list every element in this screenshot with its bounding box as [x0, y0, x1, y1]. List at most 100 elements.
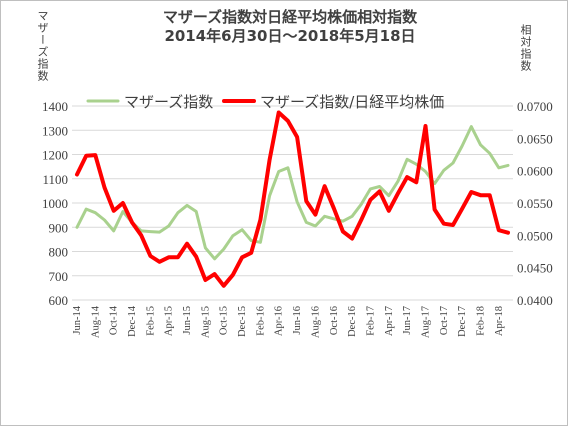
data-point-mothers-index [397, 180, 399, 182]
data-point-relative-index [113, 210, 115, 212]
data-point-relative-index [140, 234, 142, 236]
data-point-mothers-index [333, 218, 335, 220]
data-point-mothers-index [168, 225, 170, 227]
data-point-mothers-index [278, 170, 280, 172]
y-tick-label-right: 0.0700 [517, 99, 553, 114]
data-point-relative-index [122, 202, 124, 204]
x-tick-label: Jun-17 [402, 306, 413, 335]
y-axis-label-right: 相対指数 [519, 24, 532, 72]
data-point-mothers-index [232, 235, 234, 237]
data-point-relative-index [489, 194, 491, 196]
x-tick-label: Aug-14 [90, 305, 101, 338]
data-point-mothers-index [498, 167, 500, 169]
data-point-relative-index [213, 273, 215, 275]
y-axis-label-left: マザーズ指数 [36, 10, 49, 82]
data-point-mothers-index [122, 210, 124, 212]
data-point-mothers-index [177, 212, 179, 214]
data-point-mothers-index [452, 162, 454, 164]
x-tick-label: Apr-15 [164, 306, 175, 336]
data-point-mothers-index [369, 188, 371, 190]
data-point-relative-index [149, 255, 151, 257]
x-tick-label: Feb-18 [475, 306, 486, 336]
data-point-relative-index [241, 256, 243, 258]
data-point-relative-index [397, 192, 399, 194]
data-point-relative-index [406, 176, 408, 178]
data-point-relative-index [323, 185, 325, 187]
data-point-relative-index [360, 219, 362, 221]
data-point-mothers-index [507, 164, 509, 166]
y-tick-label-right: 0.0550 [517, 196, 553, 211]
y-tick-label-right: 0.0500 [517, 228, 553, 243]
x-tick-label: Jun-16 [292, 306, 303, 335]
data-point-relative-index [470, 191, 472, 193]
data-point-mothers-index [213, 258, 215, 260]
y-tick-label-left: 1000 [42, 196, 68, 211]
x-tick-label: Aug-15 [200, 306, 211, 338]
data-point-relative-index [250, 252, 252, 254]
data-point-relative-index [369, 199, 371, 201]
y-tick-label-left: 800 [49, 245, 69, 260]
y-tick-label-left: 1400 [42, 99, 68, 114]
data-point-relative-index [158, 261, 160, 263]
data-point-mothers-index [287, 167, 289, 169]
x-tick-label: Feb-15 [145, 306, 156, 336]
data-point-mothers-index [461, 145, 463, 147]
y-tick-label-right: 0.0400 [517, 293, 553, 308]
data-point-relative-index [461, 208, 463, 210]
data-point-relative-index [424, 125, 426, 127]
data-point-mothers-index [470, 125, 472, 127]
data-point-relative-index [177, 256, 179, 258]
y-tick-label-left: 600 [49, 293, 69, 308]
data-point-relative-index [232, 274, 234, 276]
data-point-mothers-index [479, 144, 481, 146]
legend-label: マザーズ指数 [124, 93, 213, 111]
series-line-mothers-index [75, 125, 510, 261]
data-point-mothers-index [250, 239, 252, 241]
data-point-relative-index [296, 136, 298, 138]
data-point-mothers-index [186, 204, 188, 206]
data-point-mothers-index [342, 220, 344, 222]
data-point-mothers-index [388, 195, 390, 197]
data-point-mothers-index [406, 158, 408, 160]
data-point-mothers-index [351, 215, 353, 217]
y-tick-label-left: 700 [49, 269, 69, 284]
x-tick-label: Feb-16 [255, 306, 266, 336]
data-point-relative-index [278, 111, 280, 113]
data-point-relative-index [103, 186, 105, 188]
data-point-relative-index [94, 154, 96, 156]
data-point-mothers-index [241, 229, 243, 231]
x-tick-label: Oct-16 [329, 306, 340, 335]
x-tick-label: Aug-17 [420, 306, 431, 338]
x-tick-label: Jun-15 [182, 306, 193, 335]
x-tick-label: Feb-17 [365, 306, 376, 336]
data-point-relative-index [195, 256, 197, 258]
x-tick-label: Jun-14 [72, 305, 83, 334]
data-point-relative-index [351, 237, 353, 239]
data-point-relative-index [433, 208, 435, 210]
x-tick-label: Dec-17 [457, 306, 468, 337]
data-point-mothers-index [195, 210, 197, 212]
data-point-mothers-index [103, 219, 105, 221]
data-point-relative-index [268, 159, 270, 161]
x-tick-label: Dec-14 [127, 305, 138, 337]
data-point-mothers-index [305, 221, 307, 223]
data-point-mothers-index [296, 201, 298, 203]
y-tick-label-right: 0.0450 [517, 261, 553, 276]
legend-label: マザーズ指数/日経平均株価 [260, 93, 444, 111]
data-point-mothers-index [149, 230, 151, 232]
data-point-mothers-index [204, 247, 206, 249]
data-point-mothers-index [94, 212, 96, 214]
x-tick-label: Dec-16 [347, 306, 358, 337]
y-tick-label-left: 1300 [42, 123, 68, 138]
series-line-relative-index [75, 110, 510, 288]
data-point-relative-index [287, 120, 289, 122]
x-tick-label: Apr-17 [384, 306, 395, 336]
x-tick-label: Aug-16 [310, 306, 321, 338]
data-point-mothers-index [314, 225, 316, 227]
y-tick-label-left: 1200 [42, 148, 68, 163]
y-tick-label-left: 900 [49, 220, 69, 235]
data-point-relative-index [333, 207, 335, 209]
data-point-relative-index [305, 200, 307, 202]
data-point-mothers-index [424, 170, 426, 172]
